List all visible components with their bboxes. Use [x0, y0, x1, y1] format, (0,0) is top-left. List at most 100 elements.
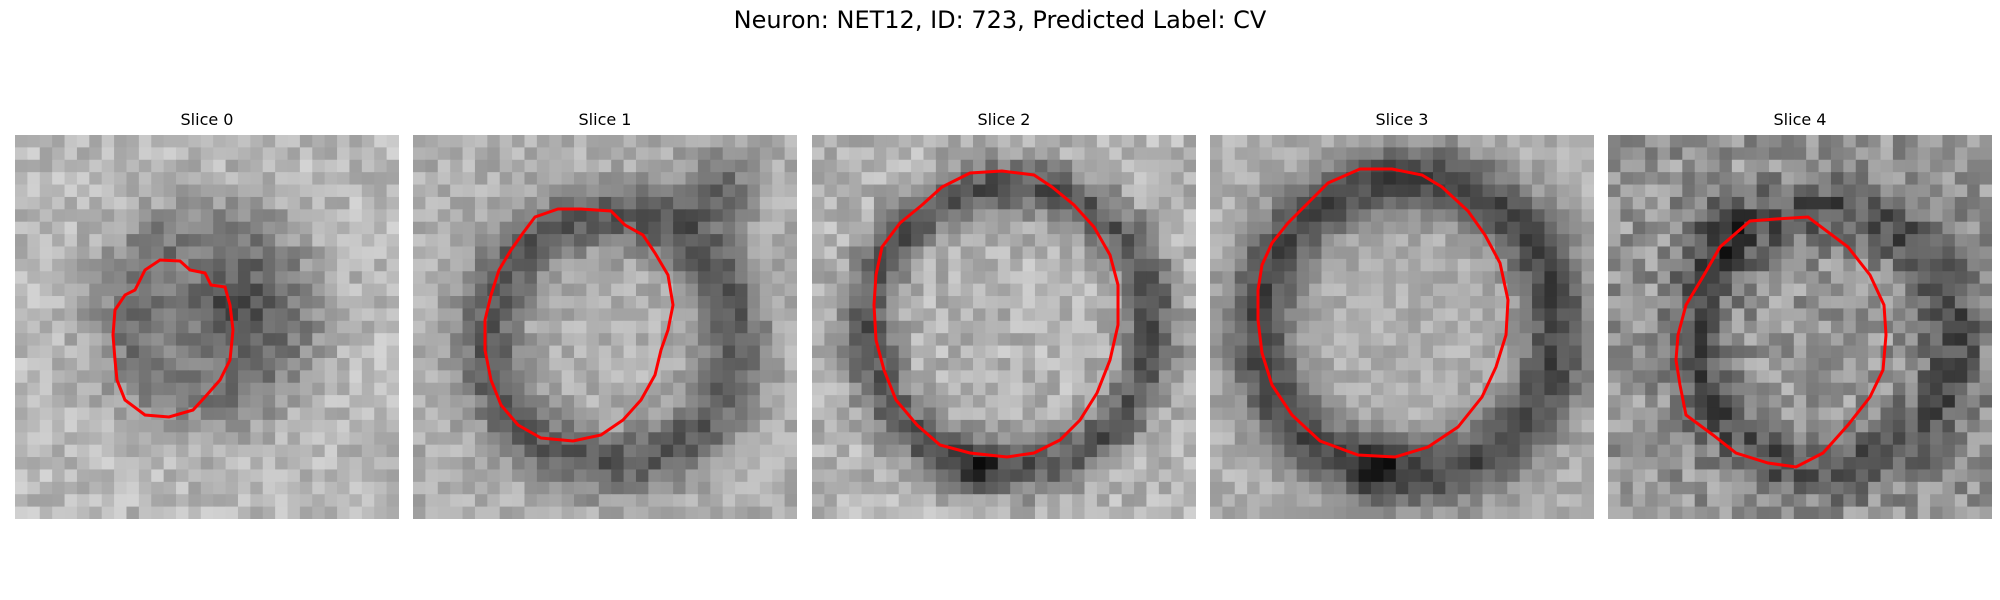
pixel: [1967, 419, 1981, 433]
pixel: [299, 234, 313, 248]
pixel: [1532, 135, 1546, 148]
pixel: [89, 296, 103, 310]
pixel: [660, 407, 674, 421]
pixel: [1645, 159, 1659, 173]
pixel: [474, 258, 488, 272]
pixel: [1371, 258, 1385, 272]
pixel: [948, 209, 962, 223]
pixel: [1818, 469, 1832, 483]
pixel: [710, 283, 724, 297]
pixel: [598, 135, 612, 148]
pixel: [710, 407, 724, 421]
pixel: [250, 333, 264, 347]
pixel: [163, 432, 177, 446]
pixel: [15, 184, 28, 198]
pixel: [386, 296, 399, 310]
pixel: [1556, 221, 1570, 235]
pixel: [76, 308, 90, 322]
pixel: [299, 345, 313, 359]
pixel: [1109, 246, 1123, 260]
pixel: [462, 209, 476, 223]
pixel: [673, 209, 687, 223]
pixel: [1084, 345, 1098, 359]
pixel: [1769, 296, 1783, 310]
pixel: [1532, 506, 1546, 519]
pixel: [1569, 506, 1583, 519]
pixel: [648, 209, 662, 223]
pixel: [487, 234, 501, 248]
pixel: [648, 481, 662, 495]
pixel: [1942, 296, 1956, 310]
pixel: [673, 357, 687, 371]
pixel: [1608, 221, 1621, 235]
pixel: [861, 196, 875, 210]
pixel: [561, 221, 575, 235]
pixel: [1183, 494, 1196, 508]
pixel: [1309, 419, 1323, 433]
pixel: [1756, 345, 1770, 359]
pixel: [985, 494, 999, 508]
pixel: [836, 221, 850, 235]
pixel: [735, 172, 749, 186]
pixel: [213, 333, 227, 347]
pixel: [1482, 209, 1496, 223]
pixel: [1358, 172, 1372, 186]
pixel: [1581, 308, 1594, 322]
pixel: [126, 469, 140, 483]
pixel: [1445, 296, 1459, 310]
pixel: [812, 370, 825, 384]
pixel: [960, 147, 974, 161]
pixel: [39, 209, 53, 223]
pixel: [1346, 382, 1360, 396]
pixel: [549, 407, 563, 421]
pixel: [960, 320, 974, 334]
pixel: [250, 246, 264, 260]
pixel: [237, 246, 251, 260]
pixel: [673, 283, 687, 297]
pixel: [648, 159, 662, 173]
pixel: [324, 271, 338, 285]
pixel: [1979, 333, 1992, 347]
pixel: [450, 419, 464, 433]
pixel: [126, 481, 140, 495]
pixel: [437, 147, 451, 161]
pixel: [1694, 345, 1708, 359]
pixel: [1482, 494, 1496, 508]
pixel: [1034, 308, 1048, 322]
pixel: [114, 407, 128, 421]
pixel: [873, 419, 887, 433]
pixel: [39, 296, 53, 310]
pixel: [1134, 494, 1148, 508]
pixel: [623, 395, 637, 409]
pixel: [437, 382, 451, 396]
pixel: [1880, 172, 1894, 186]
pixel: [299, 407, 313, 421]
pixel: [1333, 159, 1347, 173]
pixel: [849, 221, 863, 235]
pixel: [474, 457, 488, 471]
pixel: [1917, 444, 1931, 458]
pixel: [1121, 345, 1135, 359]
pixel: [524, 481, 538, 495]
pixel: [1556, 457, 1570, 471]
pixel: [1806, 258, 1820, 272]
pixel: [849, 469, 863, 483]
pixel: [64, 209, 78, 223]
pixel: [1271, 246, 1285, 260]
pixel: [52, 308, 66, 322]
pixel: [685, 481, 699, 495]
pixel: [1818, 184, 1832, 198]
pixel: [138, 457, 152, 471]
pixel: [27, 221, 41, 235]
pixel: [462, 246, 476, 260]
pixel: [1096, 395, 1110, 409]
pixel: [1954, 234, 1968, 248]
pixel: [722, 370, 736, 384]
pixel: [1171, 469, 1185, 483]
pixel: [101, 506, 115, 519]
pixel: [1247, 419, 1261, 433]
pixel: [1608, 196, 1621, 210]
pixel: [52, 370, 66, 384]
pixel: [935, 481, 949, 495]
pixel: [1470, 234, 1484, 248]
